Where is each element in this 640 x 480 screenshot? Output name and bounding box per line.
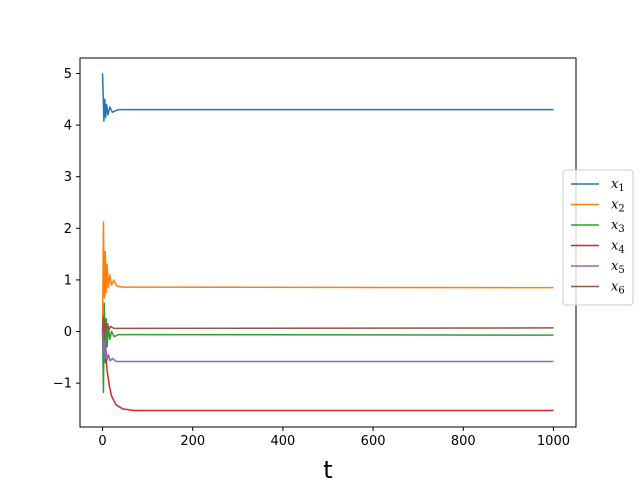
series-line-x3: [101, 302, 554, 394]
y-tick-label: 3: [64, 170, 72, 185]
axes-frame: [79, 57, 577, 428]
x-tick-label: 1000: [537, 434, 570, 449]
x-axis-label: t: [323, 456, 332, 480]
y-tick-label: 0: [64, 325, 72, 340]
y-tick-label: 5: [64, 67, 72, 82]
x-tick-label: 400: [270, 434, 295, 449]
x-tick-label: 0: [98, 434, 106, 449]
y-tick-label: 1: [64, 273, 72, 288]
x-tick-label: 600: [361, 434, 386, 449]
y-tick-label: 2: [64, 222, 72, 237]
series-line-x2: [101, 221, 554, 332]
y-tick-label: 4: [64, 119, 72, 134]
series-lines: [101, 73, 554, 412]
x-tick-label: 800: [451, 434, 476, 449]
axis-ticks: 0 200 400 600 800 1000 −1 0 1 2 3 4 5: [53, 67, 570, 449]
series-line-x1: [101, 73, 554, 122]
series-line-x4: [101, 331, 554, 412]
y-tick-label: −1: [53, 377, 72, 392]
x-tick-label: 200: [180, 434, 205, 449]
series-line-x5: [101, 331, 554, 363]
series-line-x6: [101, 315, 554, 338]
